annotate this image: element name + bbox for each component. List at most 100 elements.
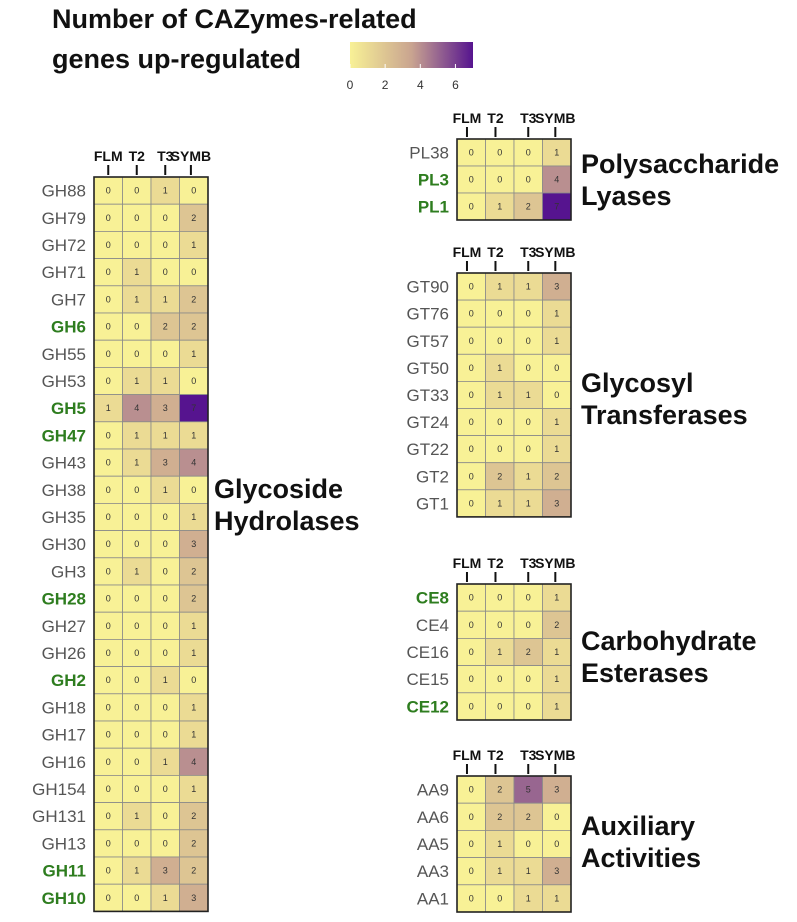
row-label-pl38: PL38 [409,144,449,163]
heatmap-cell [542,165,572,194]
cell-value-label: 1 [554,647,559,657]
heatmap-cell [150,829,180,858]
cell-value-label: 0 [554,839,559,849]
heatmap-cell [150,258,180,287]
cell-value-label: 0 [106,485,111,495]
row-label-gh71: GH71 [42,263,86,282]
group-title-line: Glycoside [214,474,343,504]
cell-value-label: 3 [554,282,559,292]
cell-value-label: 3 [554,498,559,508]
cell-value-label: 1 [106,403,111,413]
cell-value-label: 0 [163,730,168,740]
heatmap-panel-border [93,176,209,913]
cell-value-label: 0 [106,186,111,196]
heatmap-cell [122,856,152,885]
cell-value-label: 0 [469,812,474,822]
cell-value-label: 2 [191,566,196,576]
cell-value-label: 0 [163,240,168,250]
cell-value-label: 4 [554,175,559,185]
cell-value-label: 0 [497,674,502,684]
heatmap-cell [93,530,123,559]
cell-value-label: 1 [554,593,559,603]
group-title-line: Polysaccharide [581,149,779,179]
cell-value-label: 1 [526,866,531,876]
column-label-symb: SYMB [535,110,575,126]
heatmap-cell [485,665,515,694]
row-label-gh30: GH30 [42,535,86,554]
row-label-gt90: GT90 [406,278,449,297]
colorbar-tick-label: 6 [452,78,459,92]
cell-value-label: 1 [526,282,531,292]
cell-value-label: 2 [526,812,531,822]
cell-value-label: 1 [526,893,531,903]
cell-value-label: 0 [469,444,474,454]
row-label-aa9: AA9 [417,781,449,800]
heatmap-cell [179,530,209,559]
cell-value-label: 1 [554,417,559,427]
cell-value-label: 0 [554,363,559,373]
column-label-symb: SYMB [171,148,211,164]
cell-value-label: 1 [497,363,502,373]
heatmap-cell [542,435,572,464]
heatmap-cell [513,192,543,221]
heatmap-cell [542,380,572,409]
cell-value-label: 0 [526,417,531,427]
heatmap-cell [93,557,123,586]
cell-value-label: 1 [134,430,139,440]
row-label-aa5: AA5 [417,835,449,854]
cell-value-label: 1 [191,349,196,359]
cell-value-label: 0 [106,349,111,359]
heatmap-cell [456,299,486,328]
cell-value-label: 0 [106,757,111,767]
heatmap-cell [179,611,209,640]
heatmap-cell [122,720,152,749]
heatmap-cell [150,394,180,423]
heatmap-cell [542,610,572,639]
cell-value-label: 4 [134,403,139,413]
cell-value-label: 0 [469,148,474,158]
column-label-t3: T3 [520,555,537,571]
cell-value-label: 1 [554,893,559,903]
cell-value-label: 0 [163,566,168,576]
cell-value-label: 2 [191,213,196,223]
colorbar-tick-label: 4 [417,78,424,92]
cell-value-label: 7 [554,202,559,212]
cell-value-label: 0 [106,458,111,468]
heatmap-cell [150,611,180,640]
heatmap-cell [542,138,572,167]
heatmap-cell [179,176,209,205]
cell-value-label: 0 [106,675,111,685]
cell-value-label: 0 [469,471,474,481]
cell-value-label: 1 [554,674,559,684]
cell-value-label: 0 [469,363,474,373]
row-label-gt1: GT1 [416,494,449,513]
column-label-t3: T3 [520,110,537,126]
heatmap-cell [485,857,515,886]
cell-value-label: 0 [134,322,139,332]
heatmap-cell [485,692,515,721]
cell-value-label: 1 [134,294,139,304]
group-title-line: Activities [581,843,701,873]
cell-value-label: 1 [134,376,139,386]
heatmap-cell [179,421,209,450]
column-label-t3: T3 [157,148,174,164]
cell-value-label: 4 [191,757,196,767]
cell-value-label: 0 [134,893,139,903]
cell-value-label: 0 [134,594,139,604]
cell-value-label: 2 [497,471,502,481]
cell-value-label: 0 [497,701,502,711]
cell-value-label: 0 [497,175,502,185]
row-label-gt33: GT33 [406,386,449,405]
column-label-symb: SYMB [535,747,575,763]
row-label-gt2: GT2 [416,467,449,486]
cell-value-label: 0 [134,621,139,631]
row-label-gt57: GT57 [406,332,449,351]
cell-value-label: 0 [134,838,139,848]
heatmap-cell [456,435,486,464]
row-label-ce15: CE15 [406,670,449,689]
cell-value-label: 0 [134,240,139,250]
cell-value-label: 2 [163,322,168,332]
heatmap-cell [150,775,180,804]
row-label-gh5: GH5 [51,399,86,418]
